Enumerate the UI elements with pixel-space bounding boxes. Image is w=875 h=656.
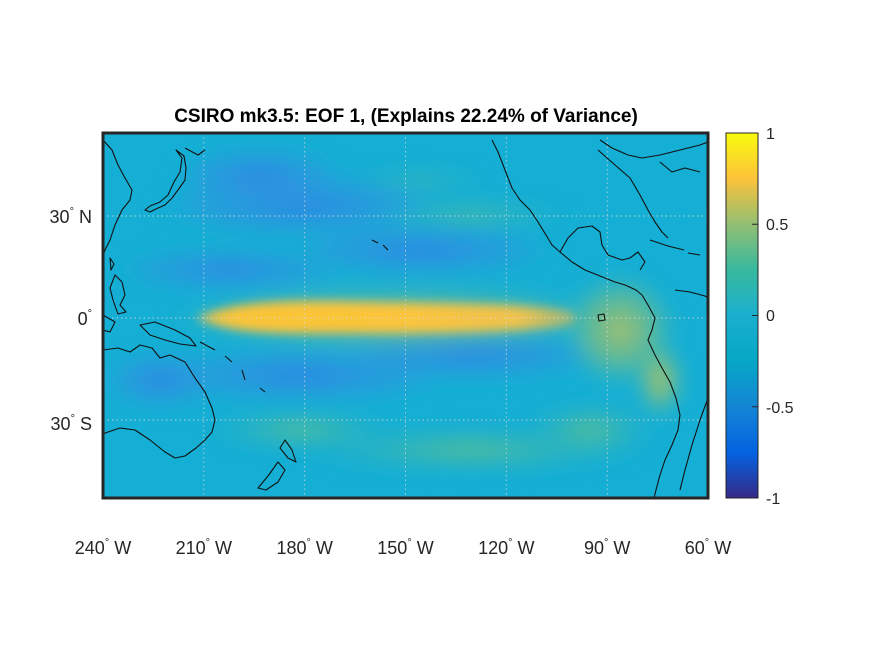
x-tick-label: 240° W [75, 537, 131, 558]
x-tick-label: 180° W [276, 537, 332, 558]
coast-philippines [109, 274, 127, 315]
coast-taiwan [109, 257, 115, 271]
coast-solomons [199, 341, 233, 363]
coast-hawaii [371, 239, 389, 251]
coast-borneo [103, 314, 116, 333]
coast-south-america-atlantic [679, 397, 708, 491]
coast-us-east [597, 149, 669, 239]
colorbar: 1 0.5 0 -0.5 -1 [725, 126, 794, 508]
coast-yucatan [629, 251, 646, 271]
coast-vanuatu [241, 369, 266, 393]
x-tick-label: 120° W [478, 537, 534, 558]
y-axis-labels: 30° N 0° 30° S [50, 206, 92, 434]
x-tick-label: 90° W [584, 537, 630, 558]
coast-galapagos [597, 313, 606, 322]
coast-hudson [659, 161, 701, 173]
colorbar-tick-label: 1 [766, 126, 775, 143]
coast-australia [103, 344, 216, 459]
coast-new-zealand-south [257, 461, 286, 491]
coast-south-america [641, 294, 681, 498]
y-tick-label: 30° N [50, 206, 92, 227]
coastlines [103, 139, 708, 498]
coast-kamchatka [184, 147, 206, 156]
coast-gulf-mexico [559, 225, 631, 261]
coast-cuba [649, 239, 685, 251]
coast-asia [103, 139, 133, 256]
coast-north-america [491, 139, 643, 296]
colorbar-tick-label: -0.5 [766, 400, 794, 417]
y-tick-label: 30° S [51, 413, 92, 434]
colorbar-tick-label: -1 [766, 491, 780, 508]
y-tick-label: 0° [78, 308, 92, 329]
colorbar-tick-label: 0 [766, 308, 775, 325]
coast-new-zealand-north [279, 439, 297, 463]
coast-japan [144, 149, 187, 213]
eof-map-field [103, 133, 708, 498]
map-frame [101, 131, 710, 500]
x-tick-label: 150° W [377, 537, 433, 558]
x-tick-label: 210° W [176, 537, 232, 558]
chart-title: CSIRO mk3.5: EOF 1, (Explains 22.24% of … [174, 106, 638, 127]
coast-canada [599, 139, 708, 159]
coast-hispaniola [687, 252, 701, 256]
colorbar-tick-label: 0.5 [766, 217, 788, 234]
coast-new-guinea [139, 321, 197, 347]
x-axis-labels: 240° W 210° W 180° W 150° W 120° W 90° W… [75, 537, 731, 558]
x-tick-label: 60° W [685, 537, 731, 558]
map-grid [103, 133, 708, 498]
